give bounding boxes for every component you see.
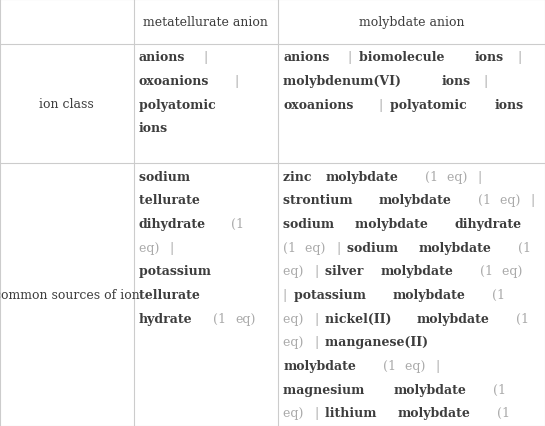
Text: |: | [283, 288, 292, 301]
Text: |: | [171, 241, 179, 254]
Text: molybdate: molybdate [326, 170, 399, 183]
Text: oxoanions: oxoanions [139, 75, 209, 88]
Text: eq): eq) [283, 406, 308, 419]
Text: (1: (1 [425, 170, 442, 183]
Text: eq): eq) [500, 194, 524, 207]
Text: molybdate: molybdate [355, 218, 432, 230]
Text: eq): eq) [447, 170, 471, 183]
Text: molybdate: molybdate [419, 241, 492, 254]
Text: (1: (1 [480, 265, 497, 278]
Text: magnesium: magnesium [283, 383, 369, 396]
Text: potassium: potassium [294, 288, 371, 301]
Text: hydrate: hydrate [139, 312, 192, 325]
Text: molybdenum(VI): molybdenum(VI) [283, 75, 406, 88]
Text: |: | [348, 51, 356, 64]
Text: eq): eq) [235, 312, 256, 325]
Text: nickel(II): nickel(II) [325, 312, 396, 325]
Text: (1: (1 [213, 312, 231, 325]
Text: strontium: strontium [283, 194, 358, 207]
Text: silver: silver [325, 265, 368, 278]
Text: eq): eq) [305, 241, 330, 254]
Text: |: | [379, 98, 387, 111]
Text: molybdate: molybdate [379, 194, 452, 207]
Text: |: | [315, 335, 323, 348]
Text: |: | [315, 406, 323, 419]
Text: (1: (1 [493, 383, 510, 396]
Text: |: | [484, 75, 492, 88]
Text: |: | [337, 241, 345, 254]
Text: zinc: zinc [283, 170, 316, 183]
Text: (1: (1 [518, 241, 535, 254]
Text: ions: ions [495, 98, 524, 111]
Text: common sources of ion: common sources of ion [0, 288, 140, 302]
Text: |: | [518, 51, 526, 64]
Text: eq): eq) [139, 241, 164, 254]
Text: sodium: sodium [139, 170, 195, 183]
Text: tellurate: tellurate [139, 194, 204, 207]
Text: sodium: sodium [283, 218, 339, 230]
Text: molybdate: molybdate [398, 406, 470, 419]
Text: ions: ions [139, 122, 168, 135]
Text: sodium: sodium [347, 241, 403, 254]
Text: ions: ions [441, 75, 470, 88]
Text: molybdate: molybdate [394, 383, 467, 396]
Text: tellurate: tellurate [139, 288, 204, 301]
Text: polyatomic: polyatomic [390, 98, 471, 111]
Text: eq): eq) [283, 312, 308, 325]
Text: |: | [235, 75, 243, 88]
Text: ions: ions [475, 51, 504, 64]
Text: |: | [315, 265, 323, 278]
Text: dihydrate: dihydrate [139, 218, 206, 230]
Text: molybdate anion: molybdate anion [359, 16, 464, 29]
Text: molybdate: molybdate [392, 288, 465, 301]
Text: lithium: lithium [325, 406, 382, 419]
Text: (1: (1 [283, 241, 300, 254]
Text: potassium: potassium [139, 265, 215, 278]
Text: molybdate: molybdate [380, 265, 453, 278]
Text: eq): eq) [283, 335, 308, 348]
Text: eq): eq) [502, 265, 526, 278]
Text: biomolecule: biomolecule [359, 51, 449, 64]
Text: |: | [479, 170, 487, 183]
Text: (1: (1 [516, 312, 533, 325]
Text: molybdate: molybdate [283, 359, 356, 372]
Text: |: | [204, 51, 212, 64]
Text: metatellurate anion: metatellurate anion [143, 16, 268, 29]
Text: |: | [315, 312, 323, 325]
Text: oxoanions: oxoanions [283, 98, 354, 111]
Text: dihydrate: dihydrate [455, 218, 522, 230]
Text: (1: (1 [231, 218, 248, 230]
Text: |: | [531, 194, 540, 207]
Text: (1: (1 [478, 194, 495, 207]
Text: anions: anions [283, 51, 330, 64]
Text: molybdate: molybdate [417, 312, 490, 325]
Text: anions: anions [139, 51, 185, 64]
Text: eq): eq) [283, 265, 308, 278]
Text: (1: (1 [492, 288, 509, 301]
Text: (1: (1 [383, 359, 399, 372]
Text: (1: (1 [497, 406, 514, 419]
Text: manganese(II): manganese(II) [325, 335, 433, 348]
Text: eq): eq) [404, 359, 429, 372]
Text: polyatomic: polyatomic [139, 98, 220, 111]
Text: |: | [436, 359, 444, 372]
Text: ion class: ion class [39, 98, 94, 111]
